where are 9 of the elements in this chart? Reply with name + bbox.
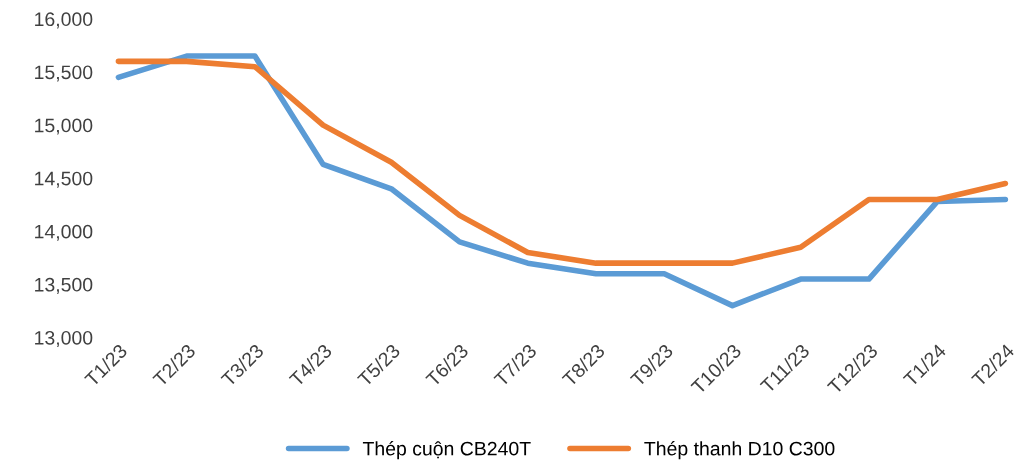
y-tick-label: 14,500: [35, 171, 93, 188]
y-tick-label: 15,500: [35, 65, 93, 82]
y-tick-label: 15,000: [35, 118, 93, 135]
legend-label: Thép cuộn CB240T: [362, 441, 531, 460]
y-tick-label: 14,000: [35, 224, 93, 241]
y-tick-label: 16,000: [35, 12, 93, 29]
y-tick-label: 13,500: [35, 277, 93, 294]
y-tick-label: 13,000: [35, 330, 93, 348]
legend-label: Thép thanh D10 C300: [644, 441, 835, 460]
